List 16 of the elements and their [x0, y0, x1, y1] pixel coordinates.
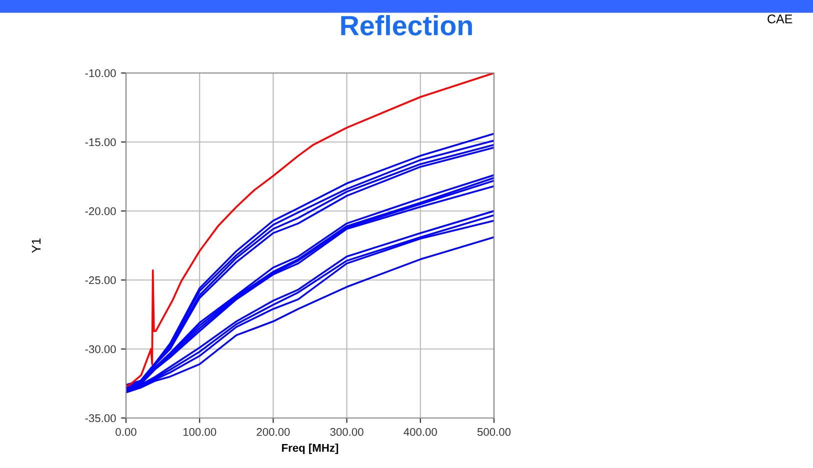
chart-title: Reflection — [341, 15, 472, 36]
text: CAE — [768, 14, 792, 24]
y-tick-label: -15.00 — [85, 138, 116, 146]
x-tick-label: 500.00 — [477, 428, 511, 436]
x-tick-label: 300.00 — [330, 428, 364, 436]
y-tick-label: -35.00 — [85, 414, 116, 422]
x-tick-label: 100.00 — [183, 428, 216, 436]
y-axis-title: Y1 — [32, 238, 41, 253]
y-tick-label: -30.00 — [85, 345, 116, 354]
y-tick-label: -10.00 — [85, 69, 116, 78]
x-tick-label: 200.00 — [256, 428, 290, 436]
x-axis-title: Freq [MHz] — [282, 444, 338, 454]
x-tick-label: 0.00 — [116, 428, 136, 436]
y-tick-label: -20.00 — [85, 207, 116, 216]
x-tick-label: 400.00 — [404, 428, 437, 436]
y-tick-label: -25.00 — [85, 276, 116, 284]
